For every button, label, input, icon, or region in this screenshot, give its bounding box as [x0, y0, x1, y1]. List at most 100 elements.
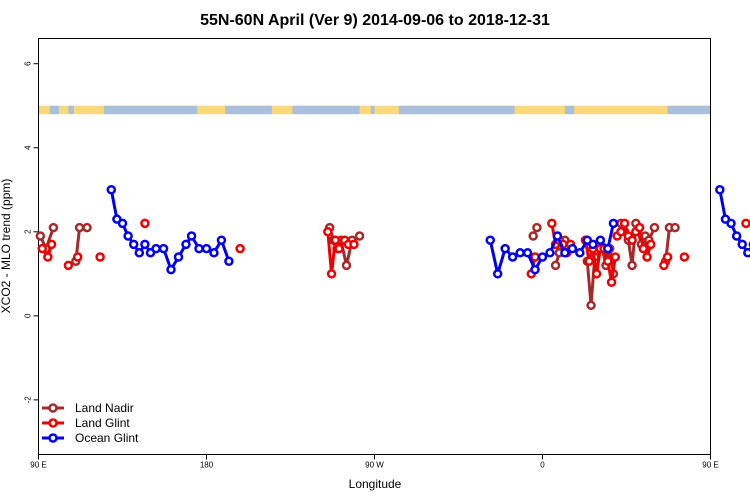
data-point: [649, 222, 660, 233]
data-point: [134, 248, 145, 258]
data-point: [46, 239, 57, 250]
data-point: [528, 231, 538, 241]
data-point: [201, 243, 212, 254]
legend-item: Land Glint: [42, 416, 130, 430]
legend-marker: [48, 418, 58, 428]
data-point: [642, 252, 652, 262]
legend-label: Land Nadir: [75, 401, 134, 415]
data-point: [659, 260, 669, 271]
data-point: [532, 222, 542, 233]
data-point: [37, 243, 47, 254]
data-point: [140, 218, 150, 229]
data-point: [627, 260, 637, 271]
data-point: [560, 248, 570, 258]
data-point: [330, 235, 341, 245]
data-point: [741, 218, 750, 229]
data-point: [194, 243, 204, 254]
data-point: [224, 256, 234, 266]
data-point: [737, 239, 747, 250]
ocean-band: [370, 105, 375, 115]
ocean-band: [292, 105, 360, 115]
data-point: [492, 269, 503, 279]
y-axis-label: XCO2 - MLO trend (ppm): [0, 179, 13, 314]
data-point: [588, 239, 598, 250]
data-point: [515, 248, 525, 258]
data-point: [545, 248, 555, 258]
ocean-band: [68, 105, 74, 115]
ocean-band: [103, 105, 198, 115]
series-ocean-glint: [106, 185, 750, 279]
data-point: [591, 269, 602, 279]
data-point: [522, 248, 533, 258]
data-point: [106, 185, 117, 195]
data-point: [181, 239, 191, 250]
x-axis: 90 E 180 90 W 0 90 E: [30, 454, 719, 470]
y-tick-label: 4: [24, 145, 33, 150]
data-point: [128, 239, 139, 250]
data-point: [731, 231, 742, 241]
data-point: [323, 227, 333, 237]
data-point: [507, 252, 518, 262]
ocean-band: [49, 105, 60, 115]
legend-marker: [48, 403, 58, 413]
ocean-band: [225, 105, 272, 115]
data-point: [530, 264, 540, 275]
legend-item: Land Nadir: [42, 401, 134, 415]
data-point: [349, 239, 359, 250]
data-point: [567, 243, 578, 254]
data-point: [123, 231, 133, 241]
data-point: [552, 231, 563, 241]
data-point: [595, 235, 606, 245]
data-point: [634, 222, 645, 233]
data-point: [117, 218, 128, 229]
data-point: [151, 243, 161, 254]
legend-item: Ocean Glint: [42, 431, 139, 445]
data-point: [334, 243, 344, 254]
data-point: [547, 218, 557, 229]
data-point: [166, 264, 176, 275]
y-axis: -2 0 2 4 6: [24, 61, 39, 403]
series-land-glint: [37, 218, 750, 287]
data-point: [616, 227, 626, 237]
data-point: [586, 300, 596, 311]
data-point: [662, 252, 673, 262]
data-point: [743, 248, 750, 258]
data-point: [72, 252, 83, 262]
data-point: [209, 248, 219, 258]
data-point: [35, 231, 46, 241]
series-land-nadir: [35, 218, 680, 311]
data-point: [638, 243, 649, 254]
data-point: [715, 185, 725, 195]
data-point: [584, 256, 594, 266]
y-tick-label: 0: [24, 313, 33, 318]
ocean-band: [398, 105, 515, 115]
data-point: [603, 256, 613, 266]
data-series: [35, 185, 750, 311]
data-point: [216, 235, 227, 245]
data-point: [82, 222, 92, 233]
data-point: [537, 252, 548, 262]
y-tick-label: 6: [24, 61, 33, 66]
x-tick-label: 90 E: [702, 461, 718, 470]
x-tick-label: 90 W: [365, 461, 384, 470]
data-point: [679, 252, 690, 262]
x-tick-label: 180: [200, 461, 214, 470]
chart-title: 55N-60N April (Ver 9) 2014-09-06 to 2018…: [200, 12, 550, 29]
data-point: [606, 277, 617, 287]
data-point: [619, 218, 630, 229]
ocean-band: [564, 105, 575, 115]
data-point: [500, 243, 510, 254]
y-tick-label: 2: [24, 229, 33, 234]
legend-label: Land Glint: [75, 416, 130, 430]
data-point: [726, 218, 736, 229]
data-point: [575, 248, 585, 258]
legend-label: Ocean Glint: [75, 431, 139, 445]
legend-marker: [48, 433, 58, 443]
x-tick-label: 0: [540, 461, 545, 470]
data-point: [341, 260, 352, 271]
data-point: [603, 243, 613, 254]
data-point: [354, 231, 365, 241]
data-point: [485, 235, 495, 245]
data-point: [670, 222, 680, 233]
